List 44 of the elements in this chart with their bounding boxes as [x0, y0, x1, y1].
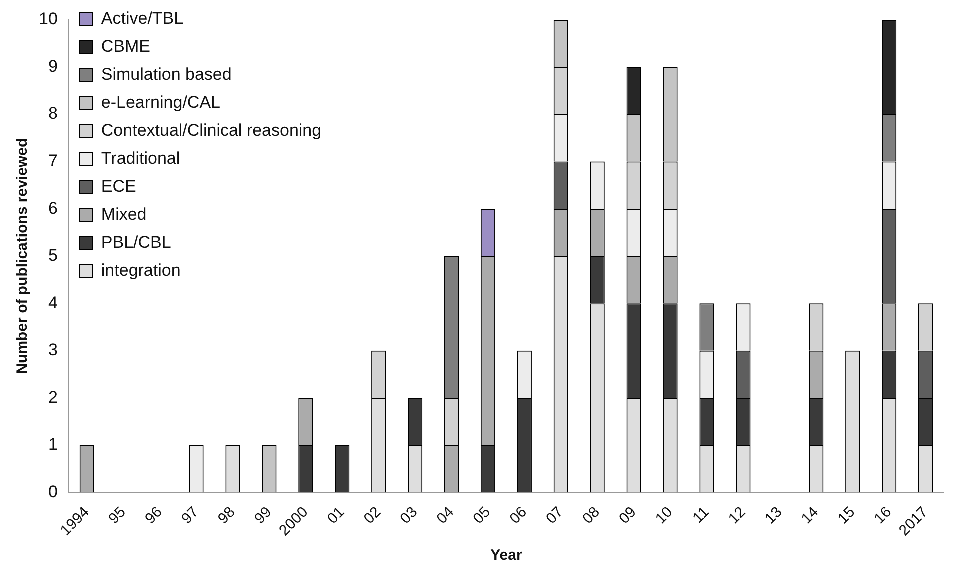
x-tick-label: 12 [725, 504, 750, 528]
legend-label: PBL/CBL [101, 233, 172, 252]
y-axis-title: Number of publications reviewed [14, 138, 32, 374]
y-tick-label: 6 [48, 198, 58, 218]
y-tick-label: 9 [48, 56, 58, 76]
y-tick-label: 3 [48, 340, 58, 360]
y-tick-label: 0 [48, 482, 58, 502]
legend-label: e-Learning/CAL [101, 93, 220, 112]
x-tick-label: 11 [690, 504, 713, 527]
x-tick-label: 98 [214, 504, 239, 528]
legend-label: integration [101, 261, 181, 280]
y-tick-label: 7 [48, 151, 58, 170]
legend-label: Active/TBL [101, 9, 184, 28]
x-tick-label: 15 [834, 504, 859, 528]
x-tick-label: 09 [616, 504, 640, 528]
y-tick-label: 1 [48, 435, 58, 454]
legend-label: Contextual/Clinical reasoning [101, 121, 322, 140]
legend-label: CBME [101, 37, 151, 56]
x-tick-label: 10 [652, 504, 676, 528]
x-tick-label: 03 [397, 504, 422, 528]
y-tick-label: 5 [48, 246, 58, 266]
y-tick-label: 8 [48, 104, 58, 124]
legend-label: Simulation based [101, 65, 232, 84]
x-tick-label: 07 [543, 504, 567, 528]
x-tick-label: 16 [871, 504, 896, 528]
legend-label: Traditional [101, 149, 180, 168]
x-tick-label: 05 [470, 504, 494, 528]
x-tick-label: 97 [178, 504, 202, 528]
x-tick-label: 96 [142, 504, 166, 528]
x-tick-label: 04 [434, 504, 458, 528]
x-axis-title: Year [490, 547, 522, 564]
x-tick-label: 08 [580, 504, 604, 528]
x-tick-label: 95 [106, 504, 130, 528]
x-tick-label: 99 [251, 504, 276, 528]
y-tick-label: 4 [48, 293, 58, 312]
legend-label: ECE [101, 177, 136, 196]
x-tick-label: 06 [506, 504, 530, 528]
x-tick-label: 01 [324, 504, 348, 528]
legend-label: Mixed [101, 205, 147, 224]
x-tick-label: 02 [360, 504, 385, 528]
y-tick-label: 2 [48, 388, 58, 407]
x-tick-label: 14 [798, 504, 822, 528]
x-tick-label: 13 [762, 504, 786, 528]
y-tick-label: 10 [38, 10, 58, 29]
